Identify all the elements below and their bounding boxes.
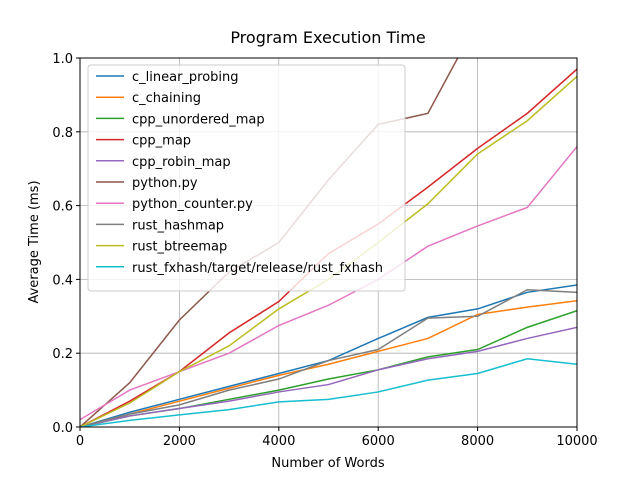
series-line xyxy=(80,146,577,421)
legend-label: cpp_map xyxy=(132,134,191,149)
legend-label: python.py xyxy=(132,176,198,191)
series-line xyxy=(80,326,577,427)
series-line xyxy=(80,300,577,427)
y-tick-label: 1.0 xyxy=(52,52,73,67)
legend-label: rust_btreemap xyxy=(132,240,227,255)
legend-label: c_chaining xyxy=(132,91,201,106)
y-tick-label: 0.8 xyxy=(52,126,73,141)
series-line xyxy=(80,288,577,427)
x-tick-label: 10000 xyxy=(556,434,597,449)
legend-label: c_linear_probing xyxy=(132,70,239,85)
legend-label: rust_hashmap xyxy=(132,218,224,233)
y-axis-label: Average Time (ms) xyxy=(27,180,42,303)
x-tick-label: 6000 xyxy=(362,434,395,449)
x-tick-label: 4000 xyxy=(262,434,295,449)
plot-frame xyxy=(79,57,578,428)
y-tick-label: 0.4 xyxy=(52,273,73,288)
y-tick-label: 0.6 xyxy=(52,200,73,215)
legend-label: rust_fxhash/target/release/rust_fxhash xyxy=(132,261,383,276)
legend-label: cpp_robin_map xyxy=(132,155,231,170)
ticks: 0 2000 4000 6000 8000 10000 0.0 0.2 0.4 0.6 0.8 1.0 xyxy=(52,52,597,449)
legend-label: python_counter.py xyxy=(132,197,253,212)
legend: c_linear_probing c_chaining cpp_unordered_… xyxy=(87,64,406,292)
x-tick-label: 0 xyxy=(76,434,84,449)
y-tick-label: 0.2 xyxy=(52,347,73,362)
x-tick-label: 8000 xyxy=(461,434,494,449)
x-axis-label: Number of Words xyxy=(271,456,384,471)
y-tick-label: 0.0 xyxy=(52,421,73,436)
chart-title: Program Execution Time xyxy=(230,28,425,47)
x-tick-label: 2000 xyxy=(163,434,196,449)
legend-box xyxy=(87,64,406,292)
series-line xyxy=(80,357,577,427)
legend-label: cpp_unordered_map xyxy=(132,112,265,127)
